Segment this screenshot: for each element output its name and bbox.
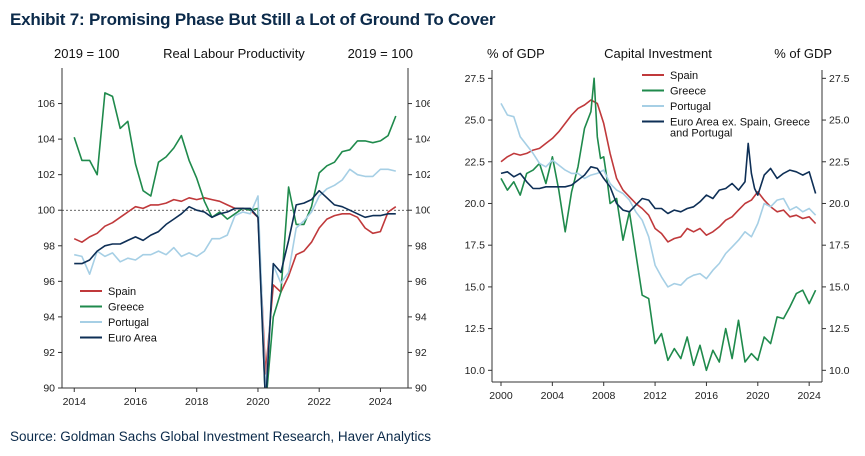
y-tick-label-right: 94 [415, 311, 427, 323]
y-tick-label-left: 96 [43, 276, 55, 288]
x-tick-label: 2016 [695, 390, 719, 402]
x-tick-label: 2014 [63, 396, 87, 408]
y-tick-label-left: 98 [43, 240, 55, 252]
y-tick-label-right: 27.5 [829, 73, 850, 85]
y-tick-label-right: 92 [415, 347, 427, 359]
right-axis-label: 2019 = 100 [348, 46, 413, 61]
series-group [500, 77, 817, 372]
y-tick-label-left: 25.0 [465, 115, 486, 127]
y-tick-label-left: 102 [37, 169, 55, 181]
left-axis-label: % of GDP [487, 46, 545, 61]
series-line-greece [500, 77, 817, 372]
y-tick-label-right: 104 [415, 134, 430, 146]
y-tick-label-right: 17.5 [829, 240, 850, 252]
y-tick-label-right: 10.0 [829, 365, 850, 377]
y-tick-label-left: 90 [43, 383, 55, 395]
x-tick-label: 2004 [541, 390, 565, 402]
x-tick-label: 2024 [369, 396, 393, 408]
series-line-euro [500, 142, 817, 215]
y-tick-label-left: 22.5 [465, 156, 486, 168]
y-tick-label-right: 96 [415, 276, 427, 288]
series-line-portugal [74, 168, 396, 388]
legend-label-euro: and Portugal [670, 128, 732, 140]
series-line-euro [74, 189, 396, 388]
x-tick-label: 2008 [592, 390, 616, 402]
series-line-spain [500, 99, 817, 243]
y-tick-label-left: 100 [37, 205, 55, 217]
y-tick-label-left: 92 [43, 347, 55, 359]
legend-label-euro: Euro Area ex. Spain, Greece [670, 117, 810, 129]
legend-label-greece: Greece [670, 86, 706, 98]
y-tick-label-left: 17.5 [465, 240, 486, 252]
source-note: Source: Goldman Sachs Global Investment … [10, 429, 431, 444]
y-tick-label-right: 100 [415, 205, 430, 217]
y-tick-label-left: 106 [37, 98, 55, 110]
investment-chart: % of GDP Capital Investment % of GDP 10.0 10… [465, 46, 850, 402]
y-tick-label-right: 25.0 [829, 115, 850, 127]
series-group [73, 92, 397, 388]
legend-label-spain: Spain [108, 286, 136, 298]
y-tick-label-right: 15.0 [829, 281, 850, 293]
left-axis-label: 2019 = 100 [54, 46, 119, 61]
legend-label-portugal: Portugal [670, 101, 711, 113]
right-axis-label: % of GDP [774, 46, 832, 61]
chart-title: Real Labour Productivity [163, 46, 305, 61]
y-tick-label-left: 20.0 [465, 198, 486, 210]
y-tick-label-left: 10.0 [465, 365, 486, 377]
legend-label-greece: Greece [108, 302, 144, 314]
y-tick-label-right: 98 [415, 240, 427, 252]
y-tick-label-right: 106 [415, 98, 430, 110]
exhibit-title: Exhibit 7: Promising Phase But Still a L… [10, 10, 496, 29]
y-tick-label-right: 20.0 [829, 198, 850, 210]
x-tick-label: 2018 [185, 396, 209, 408]
y-tick-label-left: 27.5 [465, 73, 486, 85]
y-tick-label-left: 94 [43, 311, 55, 323]
x-tick-label: 2020 [246, 396, 270, 408]
y-tick-label-right: 90 [415, 383, 427, 395]
x-tick-label: 2020 [746, 390, 770, 402]
chart-title: Capital Investment [604, 46, 712, 61]
x-tick-label: 2024 [797, 390, 821, 402]
legend-label-euro: Euro Area [108, 333, 158, 345]
productivity-chart: 2019 = 100 Real Labour Productivity 2019 =… [37, 46, 430, 408]
y-tick-label-left: 15.0 [465, 281, 486, 293]
y-tick-label-right: 22.5 [829, 156, 850, 168]
x-tick-label: 2000 [489, 390, 513, 402]
y-tick-label-right: 102 [415, 169, 430, 181]
series-line-portugal [500, 103, 817, 288]
x-tick-label: 2012 [643, 390, 667, 402]
series-line-greece [73, 92, 397, 388]
legend-label-portugal: Portugal [108, 317, 149, 329]
x-tick-label: 2016 [124, 396, 148, 408]
y-tick-label-left: 12.5 [465, 323, 486, 335]
legend-label-spain: Spain [670, 70, 698, 82]
y-tick-label-left: 104 [37, 134, 55, 146]
x-tick-label: 2022 [308, 396, 332, 408]
y-tick-label-right: 12.5 [829, 323, 850, 335]
